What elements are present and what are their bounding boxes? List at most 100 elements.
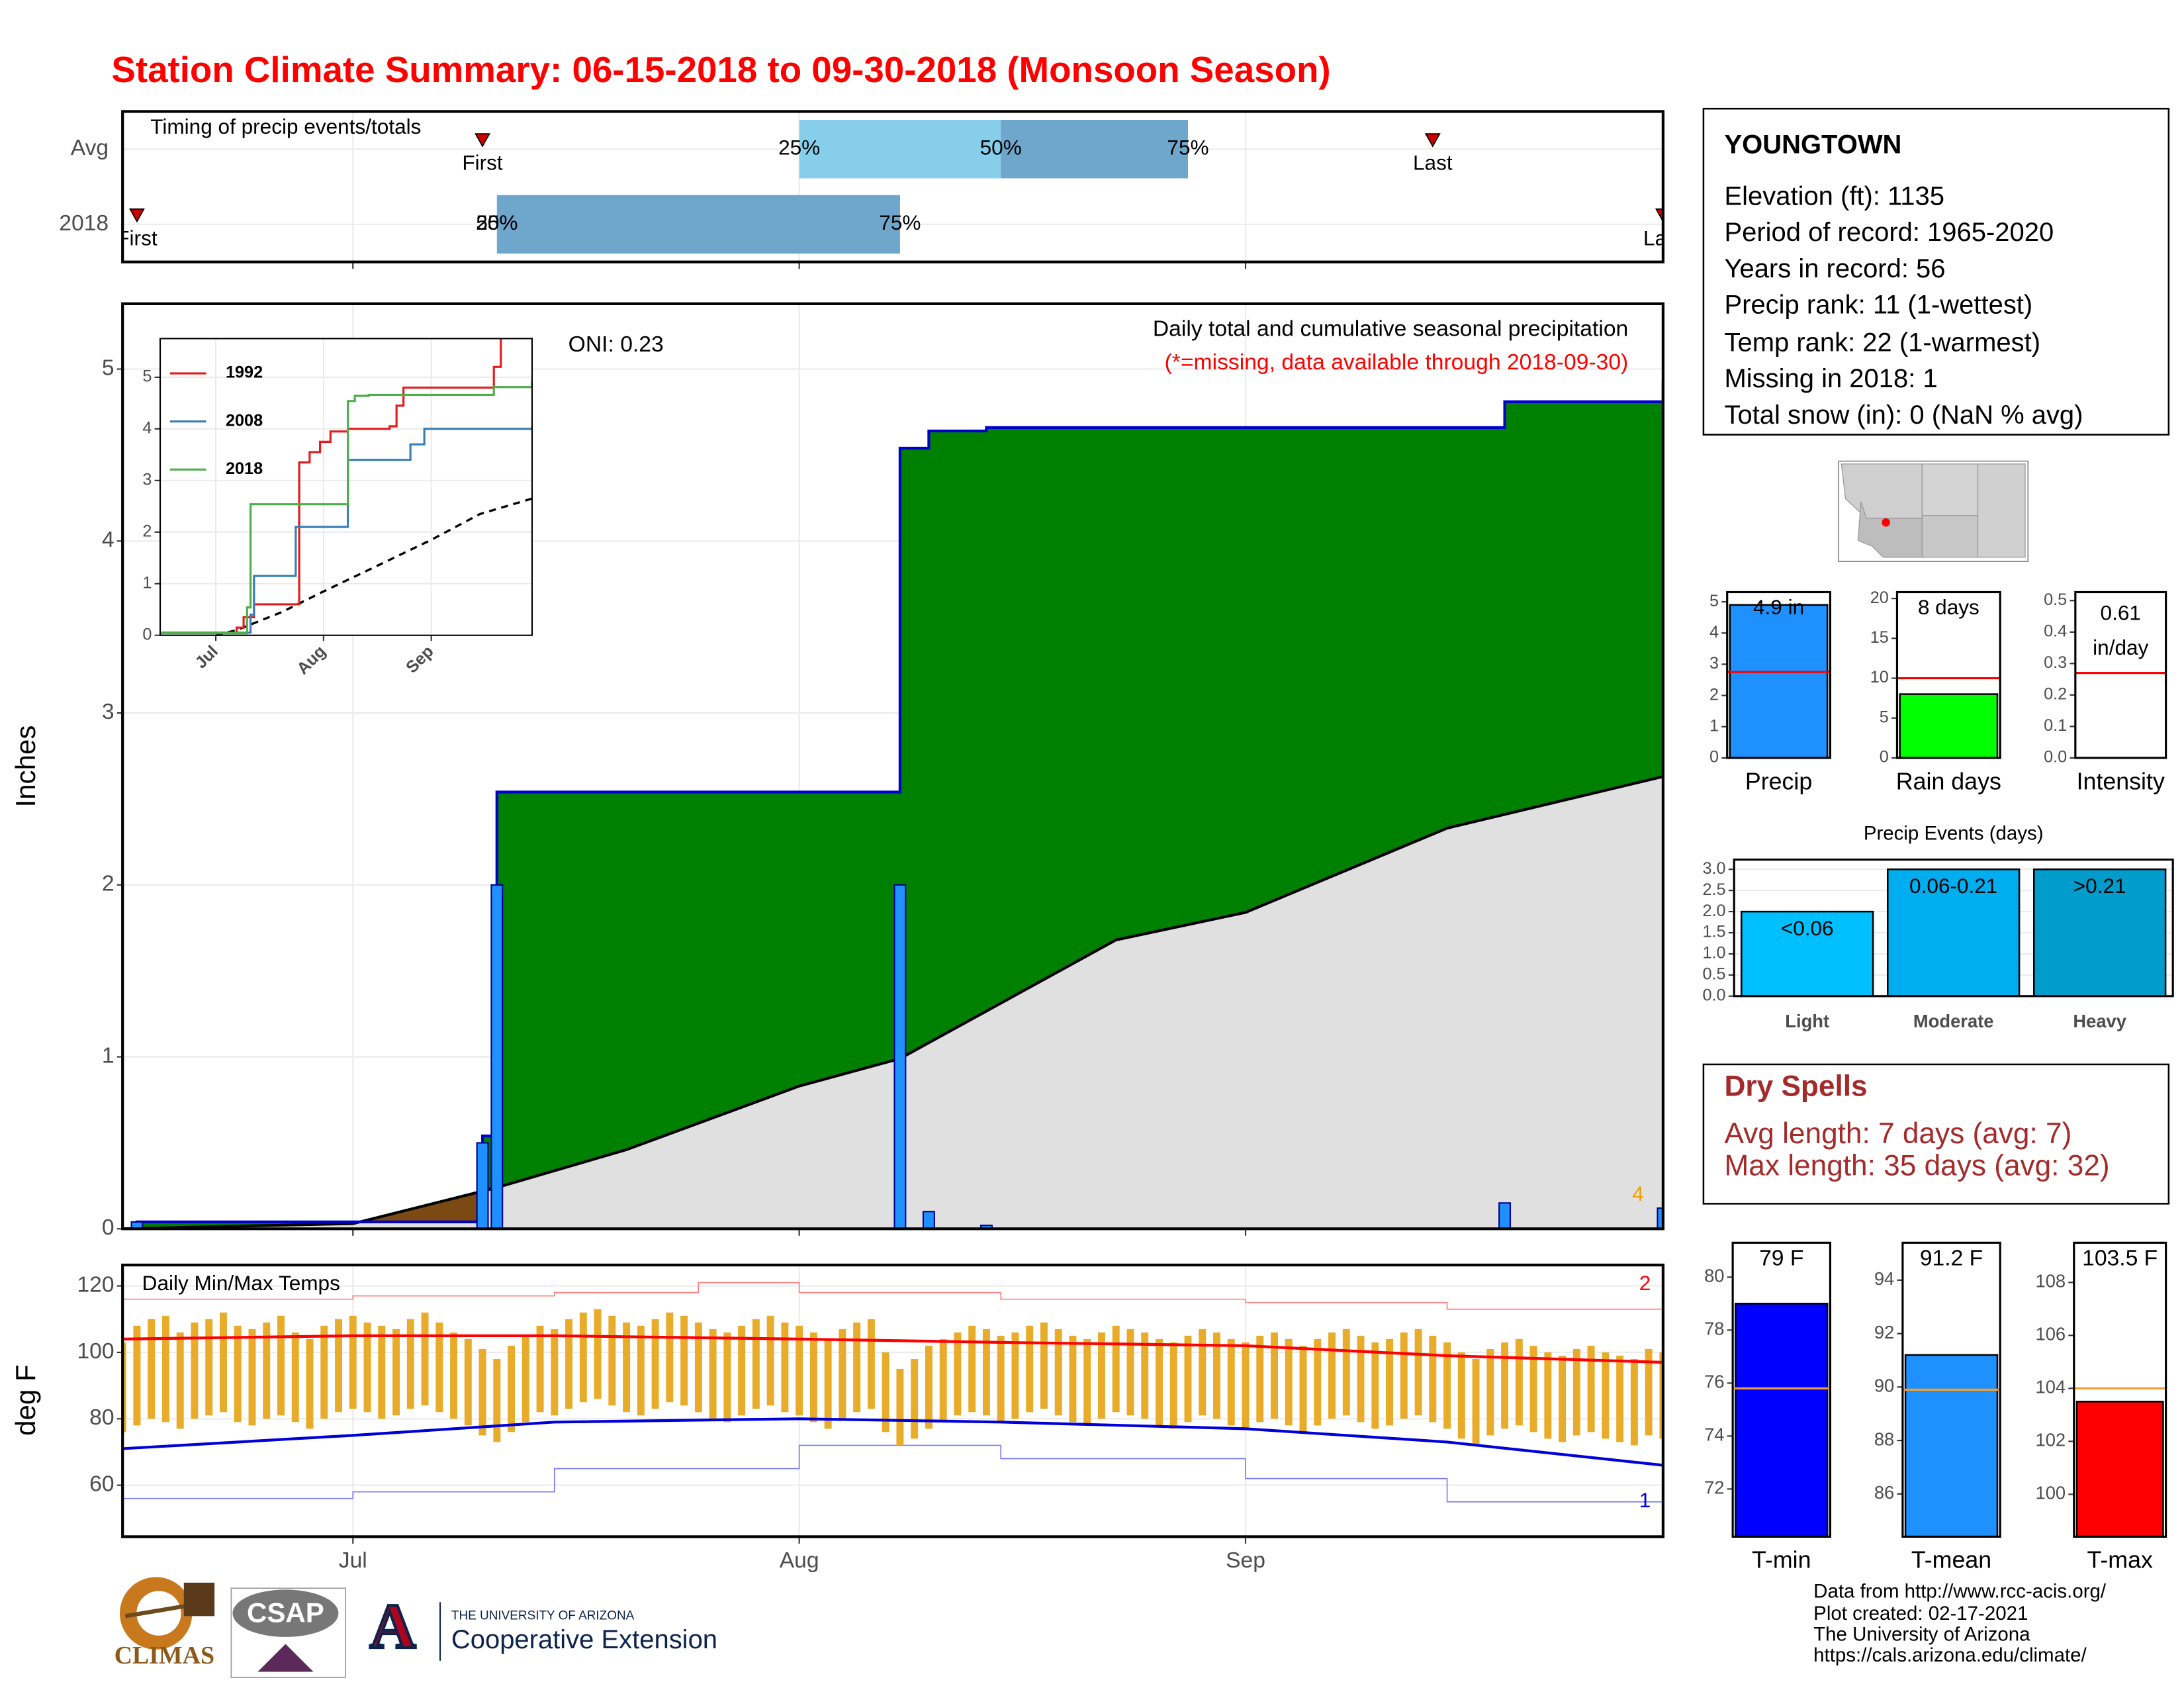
bar [1899, 693, 1999, 758]
temp-range-bar [1342, 1329, 1350, 1416]
low-note: 1 [1639, 1488, 1651, 1512]
temp-range-bar [839, 1329, 846, 1419]
station-line: Temp rank: 22 (1-warmest) [1724, 328, 2040, 357]
y-tick-label: 76 [1704, 1372, 1724, 1392]
panel-frame [159, 338, 533, 636]
logos: CLIMAS CSAP A THE UNIVERSITY OF ARIZONA … [114, 1577, 717, 1678]
temp-range-bar [1544, 1352, 1552, 1439]
value-label: >0.21 [2073, 874, 2126, 898]
value-label: 91.2 F [1920, 1246, 1983, 1270]
corner-note: 4 [1632, 1182, 1644, 1205]
temp-range-bar [122, 1342, 126, 1432]
station-line: Missing in 2018: 1 [1724, 364, 1937, 393]
mini-bars [1897, 677, 2001, 758]
quartile-label: 25% [476, 211, 518, 234]
temp-range-bar [809, 1332, 817, 1423]
y-tick-label: 3 [1709, 654, 1719, 673]
y-tick-label: 2 [142, 522, 152, 540]
bar [2075, 1401, 2164, 1537]
temp-range-bar [1457, 1352, 1465, 1439]
temp-range-bar [378, 1325, 386, 1419]
y-tick-label: 2.5 [1702, 880, 1725, 899]
y-tick-label: 20 [1870, 588, 1889, 607]
ua-name: THE UNIVERSITY OF ARIZONA [451, 1609, 635, 1622]
y-tick-label: 2 [1709, 685, 1719, 704]
temp-range-bar [148, 1319, 156, 1419]
y-tick-label: 86 [1874, 1482, 1894, 1503]
legend-label: 1992 [226, 363, 263, 382]
temp-range-bar [1602, 1352, 1610, 1439]
x-axis-label: Rain days [1896, 768, 2001, 794]
row-label: Avg [71, 136, 109, 160]
panel-frame [121, 302, 1664, 1231]
footer-line: https://cals.arizona.edu/climate/ [1813, 1644, 2087, 1666]
chart-title: Precip Events (days) [1864, 822, 2044, 844]
legend-label: 2008 [226, 411, 263, 430]
y-tick-label: 5 [102, 355, 114, 380]
temp-range-bar [421, 1312, 429, 1406]
temp-range-bar [1040, 1322, 1048, 1409]
x-axis-label: Intensity [2077, 768, 2165, 794]
y-tick-label: 72 [1704, 1477, 1724, 1498]
bar [1741, 910, 1874, 996]
temp-range-bar [997, 1335, 1005, 1423]
precip-plot [122, 381, 1663, 1229]
temp-range-bar [853, 1322, 861, 1413]
dry-spells-box [1702, 1063, 2170, 1205]
mini-bars [2075, 592, 2166, 758]
station-dot [1882, 518, 1890, 527]
y-tick-label: 0.5 [1702, 965, 1725, 984]
y-tick-label: 4 [142, 419, 152, 438]
temp-range-bar [1616, 1355, 1624, 1442]
bar [1904, 1354, 1999, 1537]
temp-range-bar [248, 1329, 256, 1426]
bar [2078, 592, 2163, 758]
x-tick-label: Moderate [1913, 1011, 1994, 1031]
y-tick-label: 1.0 [1702, 944, 1725, 962]
value-label: <0.06 [1781, 916, 1834, 940]
y-tick-label: 4 [1709, 623, 1719, 641]
temp-range-bar [464, 1338, 472, 1426]
y-tick-label: 100 [2035, 1483, 2066, 1503]
y-tick-label: 1.5 [1702, 923, 1725, 941]
temp-range-bar [1242, 1342, 1250, 1429]
y-tick-label: 5 [142, 367, 152, 386]
temp-range-bar [1572, 1348, 1580, 1436]
temp-range-bar [637, 1325, 645, 1416]
temp-range-bar [1026, 1325, 1034, 1413]
bar [1886, 868, 2021, 996]
series-line [160, 426, 532, 634]
inset-lines [160, 338, 532, 635]
y-tick-label: 78 [1704, 1319, 1724, 1339]
temp-range-bar [1011, 1332, 1019, 1419]
panel-frame [1901, 1241, 2001, 1538]
high-note: 2 [1639, 1271, 1651, 1295]
record-low-line [122, 1444, 1663, 1505]
temp-range-bar [1400, 1332, 1408, 1419]
y-tick-label: 102 [2035, 1430, 2066, 1450]
temp-range-bar [133, 1325, 141, 1426]
temp-range-bar [478, 1348, 486, 1436]
temp-range-bar [1429, 1335, 1437, 1423]
temp-range-bar [666, 1312, 674, 1403]
y-tick-label: 5 [1709, 592, 1719, 610]
temp-range-bar [680, 1315, 688, 1406]
station-box [1702, 107, 2170, 436]
y-tick-label: 104 [2035, 1377, 2066, 1397]
temp-range-bar [651, 1319, 659, 1409]
temp-range-bar [1529, 1345, 1537, 1432]
y-tick-label: 80 [89, 1405, 114, 1430]
daily-precip-bar [893, 884, 907, 1229]
y-tick-label: 106 [2035, 1324, 2066, 1344]
legend-title: Daily total and cumulative seasonal prec… [1153, 317, 1628, 342]
temp-range-bar [1659, 1352, 1663, 1439]
daily-precip-bar [979, 1225, 993, 1229]
climas-logo-text: CLIMAS [114, 1642, 215, 1669]
event-marker [1424, 133, 1441, 148]
event-marker [1655, 208, 1663, 223]
temp-range-bar [1141, 1332, 1149, 1419]
temp-range-bar [450, 1332, 458, 1419]
climas-emblem [183, 1582, 215, 1617]
event-label: First [462, 151, 503, 175]
